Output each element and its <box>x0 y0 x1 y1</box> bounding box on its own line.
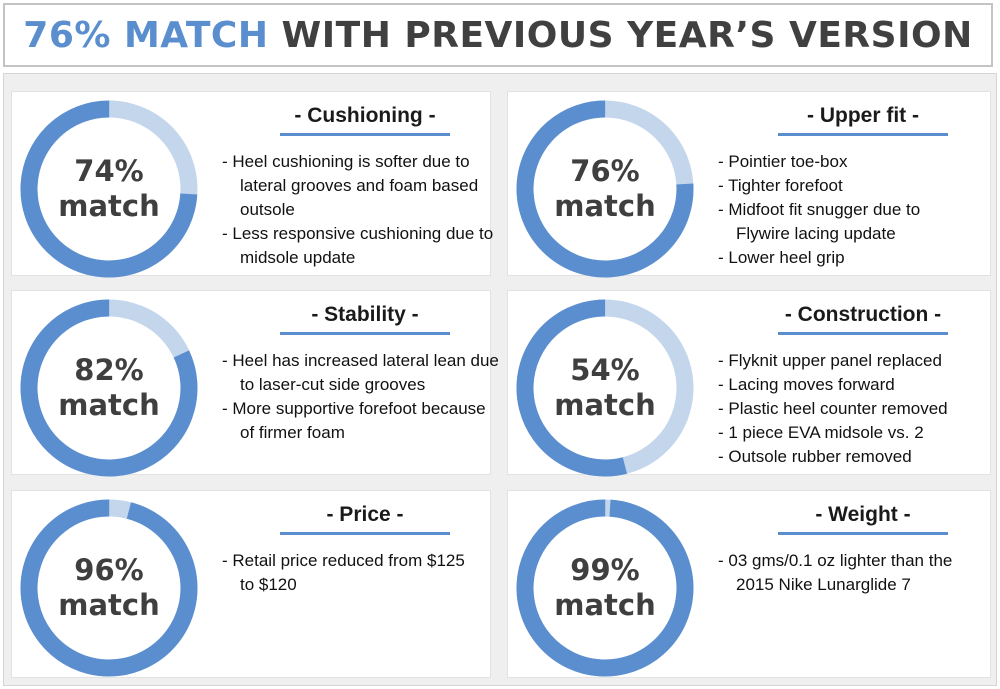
match-percent: 82% <box>74 353 144 387</box>
donut-match-arc <box>516 499 694 677</box>
card-price: 96% match - Price - - Retail price reduc… <box>11 490 491 678</box>
donut-match-arc <box>20 299 198 477</box>
bullet-item: - Heel cushioning is softer due to later… <box>222 152 479 219</box>
match-percent: 99% <box>570 553 640 587</box>
card-weight: 99% match - Weight - - 03 gms/0.1 oz lig… <box>507 490 991 678</box>
bullet-item: - Retail price reduced from $125 to $120 <box>222 551 465 594</box>
card-title: - Upper fit - <box>778 104 948 136</box>
donut-svg <box>516 100 694 278</box>
card-title: - Cushioning - <box>280 104 450 136</box>
title-highlight: 76% MATCH <box>23 14 269 56</box>
bullet-item: - 03 gms/0.1 oz lighter than the 2015 Ni… <box>718 551 953 594</box>
donut-svg <box>20 299 198 477</box>
bullet-list: - Pointier toe-box - Tighter forefoot - … <box>718 150 978 270</box>
donut-match-arc <box>20 100 198 278</box>
bullet-item: - Less responsive cushioning due to mids… <box>222 224 494 267</box>
donut-svg <box>20 499 198 677</box>
bullet-item: - Plastic heel counter removed <box>718 399 948 418</box>
match-word: match <box>58 388 160 422</box>
match-percent: 96% <box>74 553 144 587</box>
bullet-item: - Heel has increased lateral lean due to… <box>222 351 499 394</box>
match-word: match <box>554 388 656 422</box>
bullet-list: - 03 gms/0.1 oz lighter than the 2015 Ni… <box>718 549 978 597</box>
bullet-item: - Flyknit upper panel replaced <box>718 351 942 370</box>
donut-chart: 74% match <box>20 100 198 278</box>
donut-chart: 99% match <box>516 499 694 677</box>
match-word: match <box>554 588 656 622</box>
match-percent: 54% <box>570 353 640 387</box>
card-construction: 54% match - Construction - - Flyknit upp… <box>507 290 991 477</box>
card-title: - Stability - <box>280 303 450 335</box>
bullet-item: - More supportive forefoot because of fi… <box>222 399 486 442</box>
donut-match-arc <box>20 499 198 677</box>
bullet-item: - Tighter forefoot <box>718 176 843 195</box>
bullet-item: - 1 piece EVA midsole vs. 2 <box>718 423 924 442</box>
bullet-list: - Heel cushioning is softer due to later… <box>222 150 502 270</box>
donut-chart: 76% match <box>516 100 694 278</box>
bullet-item: - Midfoot fit snugger due to Flywire lac… <box>718 200 921 243</box>
bullet-item: - Outsole rubber removed <box>718 447 912 466</box>
card-cushioning: 74% match - Cushioning - - Heel cushioni… <box>11 91 493 278</box>
bullet-item: - Pointier toe-box <box>718 152 848 171</box>
card-upper-fit: 76% match - Upper fit - - Pointier toe-b… <box>507 91 991 278</box>
donut-match-arc <box>516 100 694 278</box>
donut-svg <box>516 499 694 677</box>
title-rest: WITH PREVIOUS YEAR’S VERSION <box>281 14 973 56</box>
donut-chart: 82% match <box>20 299 198 477</box>
bullet-list: - Heel has increased lateral lean due to… <box>222 349 502 445</box>
card-title: - Price - <box>280 503 450 535</box>
donut-chart: 54% match <box>516 299 694 477</box>
bullet-item: - Lacing moves forward <box>718 375 895 394</box>
donut-svg <box>516 299 694 477</box>
page-title: 76% MATCH WITH PREVIOUS YEAR’S VERSION <box>3 3 993 67</box>
match-percent: 74% <box>74 154 144 188</box>
match-word: match <box>554 189 656 223</box>
card-stability: 82% match - Stability - - Heel has incre… <box>11 290 499 477</box>
donut-svg <box>20 100 198 278</box>
match-word: match <box>58 189 160 223</box>
match-percent: 76% <box>570 154 640 188</box>
donut-chart: 96% match <box>20 499 198 677</box>
card-title: - Construction - <box>778 303 948 335</box>
bullet-item: - Lower heel grip <box>718 248 845 267</box>
bullet-list: - Retail price reduced from $125 to $120 <box>222 549 472 597</box>
match-word: match <box>58 588 160 622</box>
card-title: - Weight - <box>778 503 948 535</box>
bullet-list: - Flyknit upper panel replaced - Lacing … <box>718 349 983 469</box>
comparison-board: 74% match - Cushioning - - Heel cushioni… <box>3 73 997 686</box>
